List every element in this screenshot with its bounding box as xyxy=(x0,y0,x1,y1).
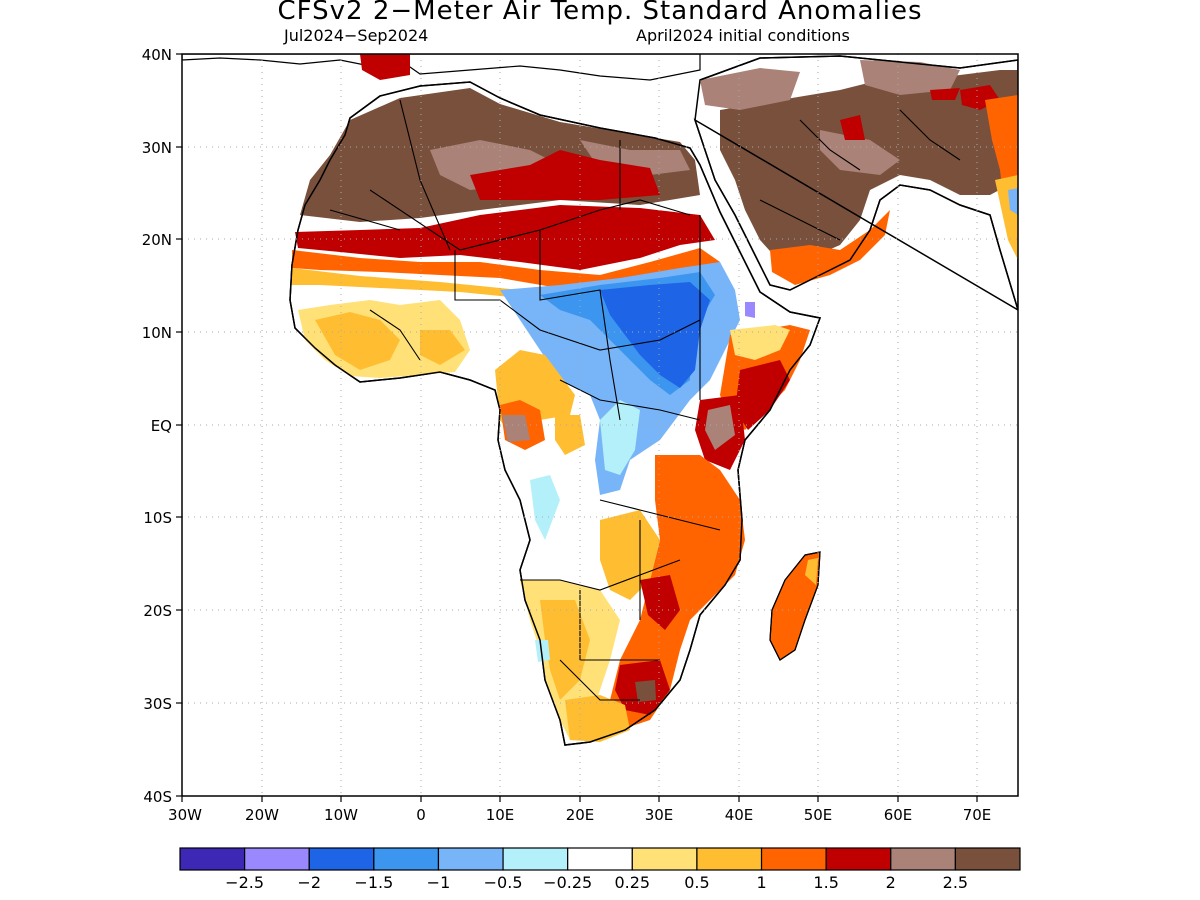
axis-ticks xyxy=(176,53,978,802)
colorbar-label: 1 xyxy=(756,873,766,892)
lat-label: 30S xyxy=(143,695,172,713)
lon-label: 20W xyxy=(245,806,279,824)
lat-label: 20N xyxy=(142,231,172,249)
colorbar-label: −2.5 xyxy=(225,873,264,892)
gridlines xyxy=(182,54,1018,796)
colorbar-swatch xyxy=(373,847,440,871)
colorbar-swatch xyxy=(567,847,633,871)
colorbar-label: 2 xyxy=(886,873,896,892)
lon-label: 20E xyxy=(566,806,595,824)
lat-label: 40S xyxy=(143,788,172,806)
lon-label: 10E xyxy=(486,806,515,824)
colorbar-label: −2 xyxy=(297,873,321,892)
colorbar-swatch xyxy=(825,847,892,871)
colorbar-label: −0.5 xyxy=(484,873,523,892)
latitude-labels: 40N 30N 20N 10N EQ 10S 20S 30S 40S xyxy=(142,46,172,806)
lat-label: 40N xyxy=(142,46,172,64)
europe-landmass xyxy=(182,54,701,81)
sahel-anomaly-2 xyxy=(295,205,715,270)
colorbar-label: −1.5 xyxy=(354,873,393,892)
colorbar-swatch xyxy=(890,847,956,871)
colorbar xyxy=(179,847,1021,871)
lon-label: 30W xyxy=(168,806,202,824)
colorbar-label: 2.5 xyxy=(943,873,968,892)
colorbar-swatch xyxy=(954,847,1021,871)
colorbar-swatch xyxy=(502,847,569,871)
colorbar-label: 0.25 xyxy=(614,873,650,892)
lon-label: 40E xyxy=(725,806,754,824)
lat-label: 20S xyxy=(143,602,172,620)
colorbar-swatch xyxy=(631,847,698,871)
lon-label: 10W xyxy=(324,806,358,824)
colorbar-label: −0.25 xyxy=(543,873,592,892)
lon-label: 60E xyxy=(884,806,913,824)
colorbar-swatch xyxy=(696,847,763,871)
lon-label: 30E xyxy=(645,806,674,824)
colorbar-swatch xyxy=(308,847,375,871)
forecast-period: Jul2024−Sep2024 xyxy=(284,26,429,45)
colorbar-label: 0.5 xyxy=(684,873,709,892)
colorbar-label: −1 xyxy=(427,873,451,892)
initial-conditions: April2024 initial conditions xyxy=(636,26,850,45)
colorbar-label: 1.5 xyxy=(813,873,838,892)
longitude-labels: 30W 20W 10W 0 10E 20E 30E 40E 50E 60E 70… xyxy=(168,806,991,824)
colorbar-swatch xyxy=(437,847,504,871)
map-field xyxy=(182,54,1018,796)
lat-label: 10N xyxy=(142,324,172,342)
lat-label: 10S xyxy=(143,509,172,527)
lat-label: 30N xyxy=(142,139,172,157)
lon-label: 0 xyxy=(416,806,426,824)
lon-label: 50E xyxy=(804,806,833,824)
colorbar-swatch xyxy=(760,847,827,871)
colorbar-labels: −2.5 −2 −1.5 −1 −0.5 −0.25 0.25 0.5 1 1.5 2 2.5 xyxy=(225,873,968,892)
lat-label: EQ xyxy=(151,417,172,435)
map-title: CFSv2 2−Meter Air Temp. Standard Anomali… xyxy=(277,0,923,26)
lon-label: 70E xyxy=(963,806,992,824)
colorbar-swatch xyxy=(179,847,246,871)
colorbar-swatch xyxy=(244,847,310,871)
southeast-africa-anomaly xyxy=(610,455,745,730)
